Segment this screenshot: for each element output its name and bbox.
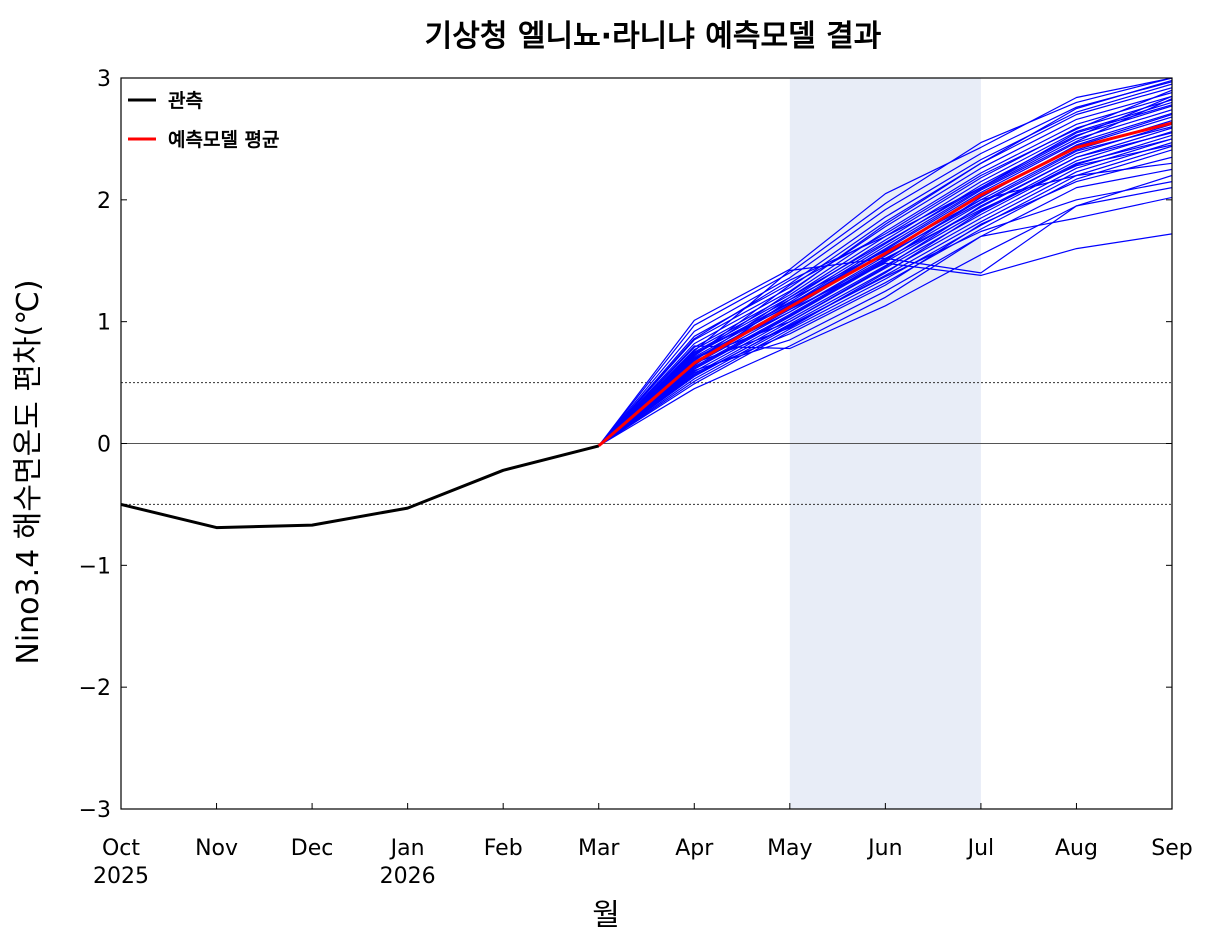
ensemble-member-line-4 <box>598 83 1172 447</box>
y-ticks: −3 −2 −1 0 1 2 3 <box>79 67 1172 823</box>
y-tick-label: −1 <box>79 554 111 579</box>
ensemble-member-line-40 <box>598 98 1172 447</box>
ensemble-member-line-36 <box>598 104 1172 447</box>
y-tick-label: 0 <box>97 433 111 458</box>
y-tick-label: 1 <box>97 311 111 336</box>
ensemble-member-line-17 <box>598 131 1172 447</box>
ensemble-member-line-37 <box>598 144 1172 447</box>
x-tick-label: Aug <box>1055 836 1098 861</box>
x-tick-label: Dec <box>291 836 334 861</box>
y-tick-label: −2 <box>79 676 111 701</box>
y-tick-label: 2 <box>97 189 111 214</box>
model-mean-series <box>597 121 1173 448</box>
ensemble-member-line-3 <box>598 81 1172 447</box>
ensemble-member-line-35 <box>598 162 1172 447</box>
legend-label-1: 관측 <box>168 90 203 112</box>
ensemble-member-line-30 <box>598 168 1172 447</box>
ensemble-member-line-22 <box>598 149 1172 447</box>
x-tick-label: Nov <box>195 836 238 861</box>
y-tick-label: 3 <box>97 67 111 92</box>
ensemble-lines <box>598 78 1172 447</box>
x-tick-label: Mar <box>578 836 620 861</box>
x-tick-year-label: 2026 <box>380 864 436 889</box>
ensemble-member-line-6 <box>598 92 1172 447</box>
ensemble-member-line-5 <box>598 87 1172 447</box>
chart-title: 기상청 엘니뇨·라니냐 예측모델 결과 <box>425 19 882 54</box>
y-tick-label: −3 <box>79 798 111 823</box>
ensemble-member-line-24 <box>598 95 1172 447</box>
ensemble-member-line-31 <box>598 233 1172 447</box>
ensemble-member-line-38 <box>598 79 1172 447</box>
x-tick-label: Oct <box>102 836 140 861</box>
legend-label-2: 예측모델 평균 <box>168 129 280 151</box>
ensemble-member-line-9 <box>598 101 1172 447</box>
observed-line <box>120 444 600 530</box>
ensemble-member-line-19 <box>598 138 1172 447</box>
ensemble-member-line-7 <box>598 95 1172 447</box>
ensemble-member-line-11 <box>598 109 1172 447</box>
x-tick-label: Jun <box>866 836 902 861</box>
ensemble-member-line-20 <box>598 142 1172 447</box>
x-tick-label: Jul <box>966 836 995 861</box>
ensemble-member-line-33 <box>598 156 1172 447</box>
ensemble-member-line-18 <box>598 134 1172 447</box>
x-tick-label: Sep <box>1151 836 1192 861</box>
x-tick-label: Apr <box>675 836 714 861</box>
x-axis-label: 월 <box>592 898 620 933</box>
observed-series <box>120 444 600 530</box>
ensemble-member-line-10 <box>598 105 1172 447</box>
model-mean-line <box>597 121 1173 448</box>
ensemble-member-line-28 <box>598 113 1172 447</box>
x-tick-label: May <box>767 836 812 861</box>
ensemble-member-line-39 <box>598 181 1172 447</box>
x-tick-label: Jan <box>389 836 425 861</box>
ensemble-member-line-15 <box>598 123 1172 447</box>
y-axis-label: Nino3.4 해수면온도 편차(℃) <box>11 279 46 664</box>
ensemble-member-line-2 <box>598 78 1172 447</box>
x-ticks: Oct 2025 Nov Dec Jan 2026 Feb Mar Apr May Jun Jul Au… <box>93 803 1193 889</box>
ensemble-member-line-32 <box>598 196 1172 447</box>
x-tick-label: Feb <box>484 836 523 861</box>
ensemble-member-line-1 <box>598 78 1172 447</box>
x-tick-year-label: 2025 <box>93 864 149 889</box>
